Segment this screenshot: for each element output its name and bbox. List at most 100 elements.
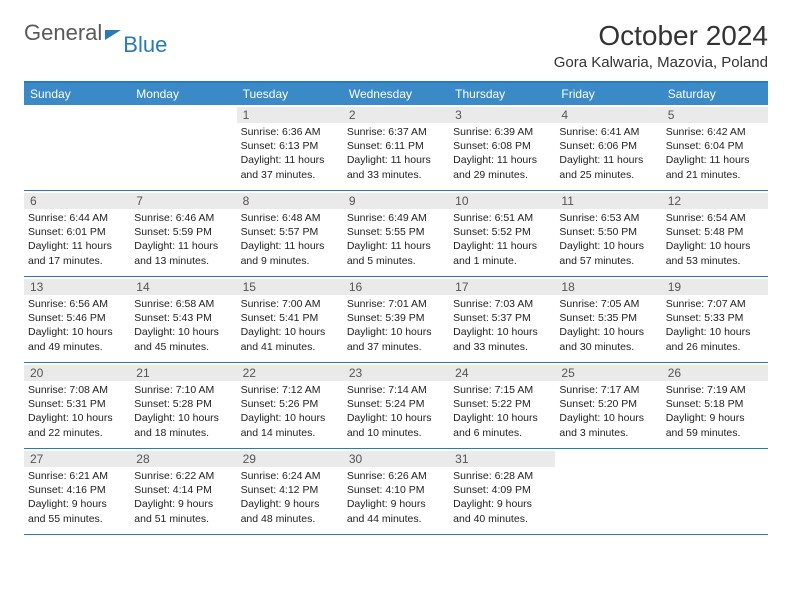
day-cell: 15Sunrise: 7:00 AMSunset: 5:41 PMDayligh… [237,277,343,363]
weekday-header: Monday [130,83,236,105]
day-cell: 12 Sunrise: 6:54 AMSunset: 5:48 PMDayligh… [662,191,768,277]
day-number: 22 [237,365,343,381]
day-info: Sunrise: 6:21 AMSunset: 4:16 PMDaylight:… [28,469,126,526]
daylight: Daylight: 11 hours and 29 minutes. [453,153,551,181]
daylight: Daylight: 11 hours and 21 minutes. [666,153,764,181]
sunset: Sunset: 5:59 PM [134,225,232,239]
sunrise: Sunrise: 7:12 AM [241,383,339,397]
day-cell: 29 Sunrise: 6:24 AMSunset: 4:12 PMDayligh… [237,449,343,535]
sunrise: Sunrise: 7:07 AM [666,297,764,311]
sunrise: Sunrise: 6:51 AM [453,211,551,225]
day-cell: 14Sunrise: 6:58 AMSunset: 5:43 PMDayligh… [130,277,236,363]
day-number: 24 [449,365,555,381]
sunrise: Sunrise: 6:58 AM [134,297,232,311]
daylight: Daylight: 11 hours and 33 minutes. [347,153,445,181]
sunset: Sunset: 4:09 PM [453,483,551,497]
day-cell: 22Sunrise: 7:12 AMSunset: 5:26 PMDayligh… [237,363,343,449]
day-number: 26 [662,365,768,381]
daylight: Daylight: 10 hours and 18 minutes. [134,411,232,439]
sunset: Sunset: 5:33 PM [666,311,764,325]
day-cell: 1Sunrise: 6:36 AMSunset: 6:13 PMDaylight… [237,105,343,191]
sunrise: Sunrise: 6:56 AM [28,297,126,311]
day-number: 17 [449,279,555,295]
sunrise: Sunrise: 6:36 AM [241,125,339,139]
day-info: Sunrise: 6:24 AMSunset: 4:12 PMDaylight:… [241,469,339,526]
day-number: 5 [662,107,768,123]
day-cell: 25Sunrise: 7:17 AMSunset: 5:20 PMDayligh… [555,363,661,449]
day-number: 21 [130,365,236,381]
sunset: Sunset: 5:46 PM [28,311,126,325]
day-info: Sunrise: 6:54 AMSunset: 5:48 PMDaylight:… [666,211,764,268]
day-number: 6 [24,193,130,209]
day-cell: 10Sunrise: 6:51 AMSunset: 5:52 PMDayligh… [449,191,555,277]
daylight: Daylight: 10 hours and 6 minutes. [453,411,551,439]
day-info: Sunrise: 6:28 AMSunset: 4:09 PMDaylight:… [453,469,551,526]
sunset: Sunset: 5:18 PM [666,397,764,411]
sunset: Sunset: 5:48 PM [666,225,764,239]
day-info: Sunrise: 7:01 AMSunset: 5:39 PMDaylight:… [347,297,445,354]
day-number: 29 [237,451,343,467]
day-number: 16 [343,279,449,295]
sunset: Sunset: 5:37 PM [453,311,551,325]
day-cell [24,105,130,191]
sunset: Sunset: 4:10 PM [347,483,445,497]
weekday-header: Tuesday [237,83,343,105]
sunrise: Sunrise: 7:08 AM [28,383,126,397]
day-cell: 18Sunrise: 7:05 AMSunset: 5:35 PMDayligh… [555,277,661,363]
calendar-page: General Blue October 2024 Gora Kalwaria,… [0,0,792,555]
daylight: Daylight: 10 hours and 57 minutes. [559,239,657,267]
daylight: Daylight: 10 hours and 53 minutes. [666,239,764,267]
day-number: 12 [662,193,768,209]
sunrise: Sunrise: 7:19 AM [666,383,764,397]
day-info: Sunrise: 6:56 AMSunset: 5:46 PMDaylight:… [28,297,126,354]
logo: General Blue [24,20,167,46]
sunrise: Sunrise: 6:46 AM [134,211,232,225]
sunset: Sunset: 5:39 PM [347,311,445,325]
sunset: Sunset: 6:01 PM [28,225,126,239]
sunrise: Sunrise: 6:21 AM [28,469,126,483]
day-number: 27 [24,451,130,467]
sunset: Sunset: 5:57 PM [241,225,339,239]
day-cell: 4Sunrise: 6:41 AMSunset: 6:06 PMDaylight… [555,105,661,191]
sunrise: Sunrise: 6:49 AM [347,211,445,225]
title-block: October 2024 Gora Kalwaria, Mazovia, Pol… [554,20,768,71]
daylight: Daylight: 11 hours and 25 minutes. [559,153,657,181]
daylight: Daylight: 11 hours and 5 minutes. [347,239,445,267]
daylight: Daylight: 9 hours and 40 minutes. [453,497,551,525]
day-number [662,451,768,467]
sunset: Sunset: 5:52 PM [453,225,551,239]
day-number: 8 [237,193,343,209]
daylight: Daylight: 10 hours and 3 minutes. [559,411,657,439]
daylight: Daylight: 11 hours and 13 minutes. [134,239,232,267]
sunset: Sunset: 5:35 PM [559,311,657,325]
daylight: Daylight: 10 hours and 22 minutes. [28,411,126,439]
sunset: Sunset: 5:28 PM [134,397,232,411]
location: Gora Kalwaria, Mazovia, Poland [554,54,768,71]
daylight: Daylight: 11 hours and 17 minutes. [28,239,126,267]
sunset: Sunset: 6:06 PM [559,139,657,153]
sunset: Sunset: 4:16 PM [28,483,126,497]
daylight: Daylight: 10 hours and 45 minutes. [134,325,232,353]
day-cell: 7Sunrise: 6:46 AMSunset: 5:59 PMDaylight… [130,191,236,277]
day-number: 23 [343,365,449,381]
day-info: Sunrise: 6:39 AMSunset: 6:08 PMDaylight:… [453,125,551,182]
day-cell: 8Sunrise: 6:48 AMSunset: 5:57 PMDaylight… [237,191,343,277]
day-number: 19 [662,279,768,295]
day-cell: 13Sunrise: 6:56 AMSunset: 5:46 PMDayligh… [24,277,130,363]
day-info: Sunrise: 6:37 AMSunset: 6:11 PMDaylight:… [347,125,445,182]
day-number: 9 [343,193,449,209]
sunrise: Sunrise: 7:05 AM [559,297,657,311]
sunset: Sunset: 4:14 PM [134,483,232,497]
header: General Blue October 2024 Gora Kalwaria,… [24,20,768,71]
sunset: Sunset: 6:04 PM [666,139,764,153]
sunrise: Sunrise: 6:48 AM [241,211,339,225]
sunset: Sunset: 6:11 PM [347,139,445,153]
day-info: Sunrise: 6:46 AMSunset: 5:59 PMDaylight:… [134,211,232,268]
sunset: Sunset: 4:12 PM [241,483,339,497]
sunrise: Sunrise: 6:53 AM [559,211,657,225]
daylight: Daylight: 10 hours and 33 minutes. [453,325,551,353]
sunrise: Sunrise: 6:41 AM [559,125,657,139]
day-cell: 16 Sunrise: 7:01 AMSunset: 5:39 PMDayligh… [343,277,449,363]
day-info: Sunrise: 7:00 AMSunset: 5:41 PMDaylight:… [241,297,339,354]
sunset: Sunset: 5:31 PM [28,397,126,411]
